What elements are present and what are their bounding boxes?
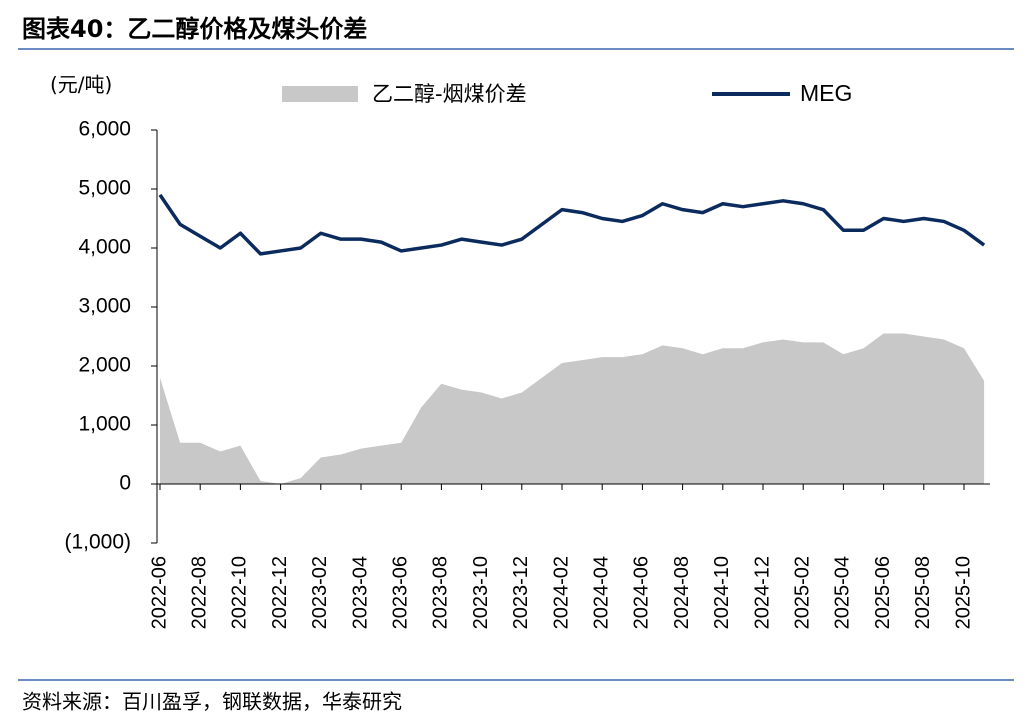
x-tick-label: 2023-02 xyxy=(309,556,331,629)
y-tick-label: 4,000 xyxy=(78,236,131,259)
x-tick-label: 2024-04 xyxy=(590,556,612,629)
y-tick-label: (1,000) xyxy=(64,531,131,554)
x-tick-label: 2024-12 xyxy=(751,556,773,629)
x-tick-label: 2023-04 xyxy=(349,556,371,629)
y-tick-label: 2,000 xyxy=(78,354,131,377)
x-tick-label: 2025-10 xyxy=(952,556,974,629)
y-tick-label: 1,000 xyxy=(78,413,131,436)
x-tick-label: 2025-04 xyxy=(832,556,854,629)
x-tick-label: 2022-12 xyxy=(269,556,291,629)
x-tick-label: 2024-02 xyxy=(550,556,572,629)
x-tick-label: 2024-06 xyxy=(631,556,653,629)
legend-label: 乙二醇-烟煤价差 xyxy=(372,82,527,106)
legend-label: MEG xyxy=(800,80,852,106)
chart-title: 图表40：乙二醇价格及煤头价差 xyxy=(22,15,367,43)
spread-area xyxy=(160,333,985,484)
x-tick-label: 2024-10 xyxy=(711,556,733,629)
x-tick-label: 2023-12 xyxy=(510,556,532,629)
x-tick-label: 2022-06 xyxy=(148,556,170,629)
x-tick-label: 2024-08 xyxy=(671,556,693,629)
x-tick-label: 2023-08 xyxy=(430,556,452,629)
x-tick-label: 2025-08 xyxy=(912,556,934,629)
y-unit: (元/吨) xyxy=(50,73,112,97)
y-tick-label: 3,000 xyxy=(78,295,131,318)
x-tick-label: 2025-06 xyxy=(872,556,894,629)
x-tick-label: 2023-10 xyxy=(470,556,492,629)
x-tick-label: 2022-10 xyxy=(229,556,251,629)
x-tick-label: 2023-06 xyxy=(389,556,411,629)
y-tick-label: 6,000 xyxy=(78,118,131,141)
legend-swatch xyxy=(282,86,358,102)
y-tick-label: 5,000 xyxy=(78,177,131,200)
meg-line xyxy=(158,193,986,256)
source: 资料来源：百川盈孚，钢联数据，华泰研究 xyxy=(22,690,402,714)
x-tick-label: 2025-02 xyxy=(791,556,813,629)
x-tick-label: 2022-08 xyxy=(188,556,210,629)
y-tick-label: 0 xyxy=(119,472,131,495)
